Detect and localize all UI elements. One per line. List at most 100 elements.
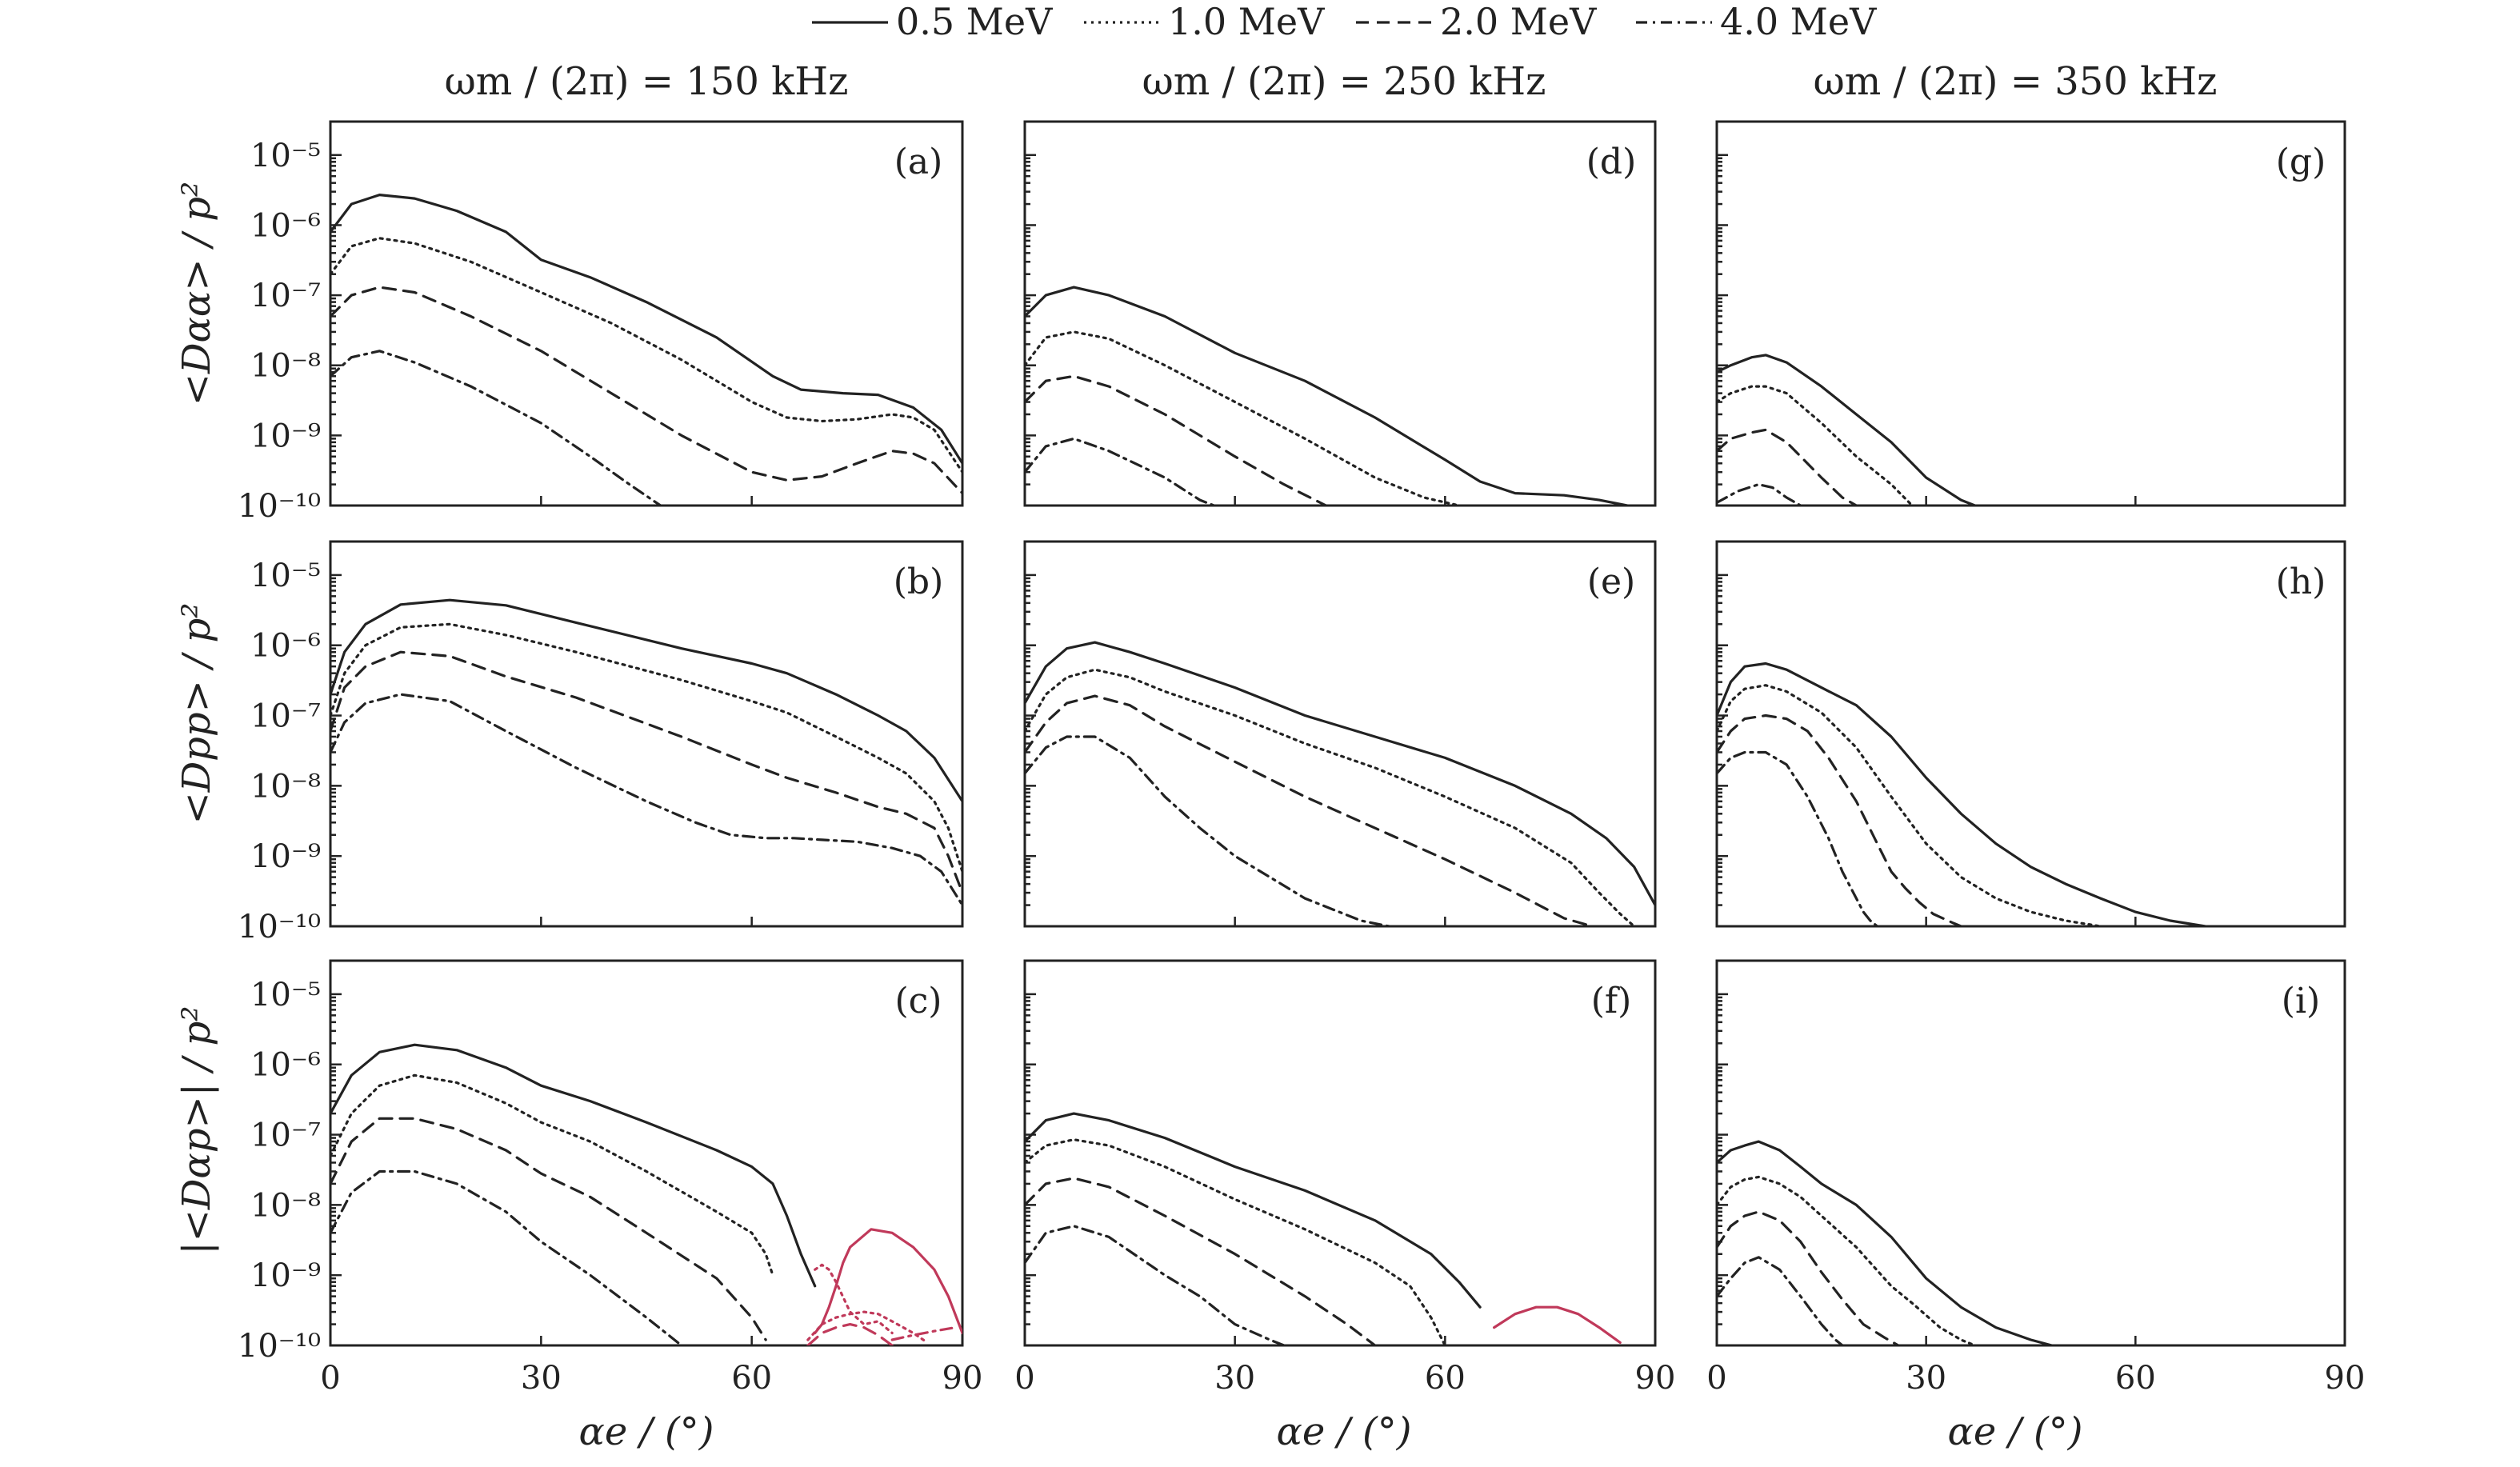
y-tick-label: 10⁻⁷ [250, 1117, 321, 1154]
series-2-0-mevline [1025, 1177, 1377, 1345]
y-tick-label: 10⁻⁵ [250, 977, 321, 1013]
series-1-0-mevline [1717, 385, 1914, 506]
panel-b: 10⁻¹⁰ 10⁻⁹ 10⁻⁸ 10⁻⁷ 10⁻⁶ 10⁻⁵ (b) [238, 540, 964, 945]
series-4-0-mevline [330, 350, 662, 506]
series-0-5-mevline [1025, 1112, 1482, 1309]
series-group [1717, 354, 1977, 506]
y-tick-label: 10⁻¹⁰ [238, 1328, 321, 1365]
series-2-0-mevline [1717, 714, 1962, 926]
y-tick-label: 10⁻⁷ [250, 278, 321, 314]
x-tick-label: 30 [521, 1360, 562, 1397]
series-group [330, 1043, 962, 1345]
y-tick-label: 10⁻¹⁰ [238, 488, 321, 525]
panel-c: 0 30 60 90 10⁻¹⁰ 10⁻⁹ 10⁻⁸ 10⁻⁷ 10⁻⁶ 10⁻⁵ (c) [238, 959, 983, 1397]
series-2-0-mevline [806, 1322, 894, 1345]
panel-d: (d) [1023, 120, 1657, 507]
panel-f: 0 30 60 90 (f) [1014, 959, 1676, 1397]
panel-label: (e) [1587, 562, 1635, 602]
legend: 0.5 MeV 1.0 MeV 2.0 MeV 4.0 MeV [812, 0, 1877, 43]
series-4-0-mevline [890, 1325, 957, 1341]
x-tick-label: 60 [731, 1360, 772, 1397]
panel-e: (e) [1023, 540, 1657, 928]
series-4-0-mevline [330, 1169, 683, 1345]
series-0-5-mevline [1717, 1140, 2054, 1345]
y-tick-label: 10⁻⁸ [250, 768, 321, 805]
panel-label: (b) [894, 562, 944, 602]
series-4-0-mevline [1025, 735, 1390, 926]
y-tick-label: 10⁻¹⁰ [238, 909, 321, 945]
series-1-0-mevline [330, 622, 962, 873]
series-1-0-mevline [814, 1263, 894, 1335]
panel-g: (g) [1715, 120, 2346, 507]
series-0-5-mevline [1492, 1305, 1622, 1345]
y-tick-label: 10⁻⁶ [250, 207, 321, 244]
series-group [1025, 641, 1655, 926]
plot-frame [1023, 120, 1657, 507]
y-tick-label: 10⁻⁸ [250, 1187, 321, 1224]
series-1-0-mevline [1025, 1138, 1446, 1345]
panel-label: (c) [895, 981, 942, 1021]
series-4-0-mevline [1717, 482, 1802, 506]
xlabel-col-2: αe / (°) [1277, 1409, 1412, 1454]
x-tick-label: 90 [2325, 1360, 2366, 1397]
x-tick-label: 60 [1425, 1360, 1466, 1397]
y-tick-label: 10⁻⁹ [250, 838, 321, 875]
series-group [1717, 1140, 2054, 1345]
series-2-0-mevline [1717, 1210, 1900, 1345]
legend-label-1: 1.0 MeV [1168, 0, 1325, 43]
series-1-0-mevline [1717, 1175, 1977, 1345]
series-2-0-mevline [1717, 428, 1858, 506]
series-0-5-mevline [1717, 662, 2207, 926]
x-tick-label: 0 [1706, 1360, 1726, 1397]
series-1-0-mevline [1025, 330, 1461, 506]
panel-label: (g) [2276, 142, 2326, 182]
series-1-0-mevline [330, 1073, 774, 1277]
series-0-5-mevline [814, 1228, 962, 1335]
y-tick-label: 10⁻⁹ [250, 418, 321, 454]
series-group [1717, 662, 2207, 926]
panel-label: (d) [1586, 142, 1637, 182]
series-1-0-mevline [806, 1310, 929, 1345]
xlabel-col-3: αe / (°) [1948, 1409, 2083, 1454]
xlabel-col-1: αe / (°) [579, 1409, 714, 1454]
legend-label-0: 0.5 MeV [896, 0, 1053, 43]
plot-frame [1715, 959, 2346, 1347]
series-2-0-mevline [1025, 694, 1594, 926]
y-tick-label: 10⁻⁵ [250, 558, 321, 594]
y-tick-label: 10⁻⁶ [250, 628, 321, 665]
legend-label-2: 2.0 MeV [1440, 0, 1597, 43]
series-4-0-mevline [330, 693, 962, 907]
panel-a: 10⁻¹⁰ 10⁻⁹ 10⁻⁸ 10⁻⁷ 10⁻⁶ 10⁻⁵ (a) [238, 120, 964, 525]
plot-frame [1715, 540, 2346, 928]
series-1-0-mevline [1717, 684, 2102, 926]
panel-label: (f) [1591, 981, 1632, 1021]
series-0-5-mevline [330, 194, 962, 465]
plot-frame [329, 540, 964, 928]
series-group [1025, 286, 1629, 506]
series-4-0-mevline [1025, 437, 1216, 506]
plot-frame [1715, 120, 2346, 507]
series-0-5-mevline [1025, 641, 1655, 907]
series-4-0-mevline [1717, 750, 1879, 926]
column-title-350khz: ωm / (2π) = 350 kHz [1814, 59, 2218, 104]
legend-label-3: 4.0 MeV [1720, 0, 1877, 43]
panel-label: (i) [2282, 981, 2320, 1021]
series-2-0-mevline [330, 286, 962, 495]
x-tick-label: 90 [942, 1360, 983, 1397]
y-tick-label: 10⁻⁹ [250, 1257, 321, 1294]
x-tick-label: 0 [320, 1360, 340, 1397]
series-group [330, 194, 962, 506]
series-4-0-mevline [1025, 1225, 1286, 1345]
panel-i: 0 30 60 90 (i) [1706, 959, 2366, 1397]
series-2-0-mevline [330, 650, 962, 894]
ylabel-row-dap: |<Dαp>| / p² [174, 1005, 219, 1254]
y-tick-label: 10⁻⁵ [250, 138, 321, 174]
plot-frame [1023, 959, 1657, 1347]
series-0-5-mevline [1717, 354, 1977, 506]
series-1-0-mevline [1025, 668, 1636, 926]
panel-h: (h) [1715, 540, 2346, 928]
y-tick-label: 10⁻⁸ [250, 348, 321, 385]
x-tick-label: 90 [1635, 1360, 1676, 1397]
x-tick-label: 30 [1906, 1360, 1946, 1397]
